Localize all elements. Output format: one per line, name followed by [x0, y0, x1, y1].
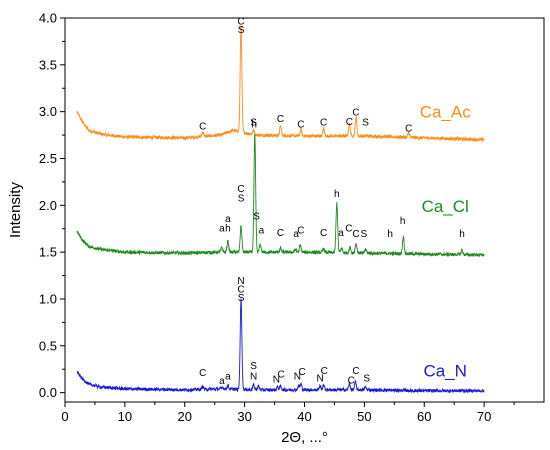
x-tick-label: 30: [237, 409, 251, 424]
peak-label: h: [400, 216, 406, 227]
series-label-ca-ac: Ca_Ac: [420, 102, 472, 121]
peak-label: S: [238, 25, 245, 36]
peak-label: a: [293, 229, 299, 240]
peak-label: C: [352, 107, 359, 118]
peak-label: C: [320, 228, 327, 239]
peak-label: h: [334, 189, 340, 200]
plot-frame-border: [64, 17, 545, 403]
peak-label: S: [253, 211, 260, 222]
peak-label: S: [238, 293, 245, 304]
series-line-ca-cl: [76, 133, 485, 258]
series-label-ca-cl: Ca_Cl: [422, 197, 469, 216]
axes: 0 10 20 30 40 50 60 70 0.0 0.5 1.0 1.5 2.0 2.5 3.0 3.5 4…: [39, 11, 515, 424]
peak-label: C: [352, 366, 359, 377]
peak-label: a: [219, 224, 225, 235]
x-tick-label: 0: [61, 409, 68, 424]
y-tick-label: 2.5: [39, 151, 57, 166]
peak-label: S: [250, 118, 257, 129]
peak-label: S: [362, 118, 369, 129]
peak-label: C: [345, 224, 352, 235]
peak-label: N: [237, 276, 244, 287]
x-tick-label: 40: [297, 409, 311, 424]
y-tick-label: 2.0: [39, 198, 57, 213]
peak-label: C: [199, 368, 206, 379]
peak-label: C: [297, 120, 304, 131]
y-tick-label: 1.5: [39, 245, 57, 260]
y-tick-label: 3.5: [39, 57, 57, 72]
peak-label: S: [360, 229, 367, 240]
series-line-ca-ac: [76, 25, 485, 143]
peak-label: C: [237, 284, 244, 295]
peak-label: a: [225, 214, 231, 225]
peak-label: C: [405, 123, 412, 134]
peak-label: C: [298, 367, 305, 378]
peak-label: N: [316, 373, 323, 384]
peak-label: C: [237, 17, 244, 28]
peak-label: C: [237, 184, 244, 195]
peak-label: C: [297, 225, 304, 236]
x-tick-label: 20: [178, 409, 192, 424]
peak-label: C: [199, 121, 206, 132]
peak-label: C: [278, 370, 285, 381]
peak-label: N: [294, 372, 301, 383]
peak-label: C: [277, 114, 284, 125]
peak-label: C: [321, 366, 328, 377]
peak-label: a: [259, 225, 265, 236]
x-tick-label: 60: [417, 409, 431, 424]
peak-label: h: [251, 120, 257, 131]
x-tick-label: 50: [357, 409, 371, 424]
peak-label: S: [363, 373, 370, 384]
y-tick-label: 0.0: [39, 385, 57, 400]
series-layer: [76, 25, 485, 394]
peak-label: C: [320, 118, 327, 129]
peak-label: N: [250, 372, 257, 383]
peak-label: C: [352, 229, 359, 240]
peak-label: a: [219, 376, 225, 387]
peak-label: C: [348, 375, 355, 386]
peak-label: h: [225, 224, 231, 235]
x-axis-title: 2Θ, ...°: [281, 429, 328, 446]
peak-label: a: [338, 228, 344, 239]
peak-label: h: [459, 229, 465, 240]
y-axis-title: Intensity: [7, 182, 24, 238]
peak-label: C: [346, 117, 353, 128]
peak-label: a: [225, 372, 231, 383]
y-tick-label: 3.0: [39, 104, 57, 119]
x-tick-label: 10: [118, 409, 132, 424]
y-tick-label: 0.5: [39, 338, 57, 353]
series-label-ca-n: Ca_N: [423, 362, 466, 381]
peak-label: h: [387, 229, 393, 240]
peak-label: S: [238, 194, 245, 205]
peak-label: N: [273, 374, 280, 385]
series-line-ca-n: [76, 298, 485, 394]
peak-label: S: [250, 361, 257, 372]
x-tick-label: 70: [477, 409, 491, 424]
plot-area: [64, 17, 545, 403]
y-tick-label: 1.0: [39, 291, 57, 306]
y-tick-label: 4.0: [39, 11, 57, 26]
peak-label: C: [277, 228, 284, 239]
